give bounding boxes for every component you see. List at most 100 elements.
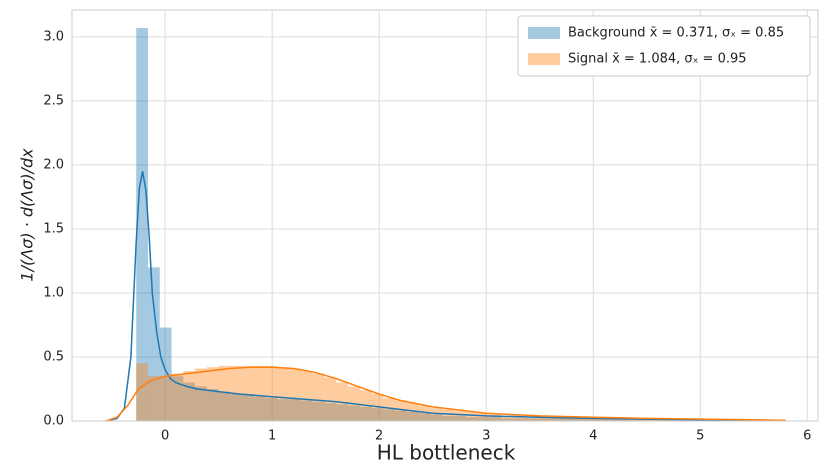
- y-axis-label: 1/(Λσ) · d(Λσ)/dx: [18, 148, 37, 282]
- histogram-bar: [206, 388, 219, 421]
- histogram-bar: [301, 400, 313, 421]
- histogram-bar: [407, 412, 419, 421]
- histogram-bar: [524, 418, 537, 421]
- histogram-bar: [253, 365, 266, 421]
- histogram-bar: [595, 418, 608, 421]
- histogram-bar: [312, 401, 325, 421]
- histogram-bar: [536, 417, 549, 421]
- histogram-bar: [289, 399, 302, 421]
- histogram-bar: [583, 417, 596, 421]
- histogram-bar: [277, 399, 290, 421]
- histogram-bar: [147, 376, 160, 421]
- histogram-bar: [595, 418, 608, 421]
- histogram-bar: [477, 413, 490, 421]
- x-tick-label: 2: [375, 429, 383, 444]
- histogram-bar: [383, 409, 396, 421]
- histogram-bar: [465, 417, 478, 421]
- histogram-bar: [183, 382, 196, 421]
- x-tick-label: 1: [268, 429, 276, 444]
- histogram-bar: [218, 391, 231, 421]
- x-tick-label: 6: [803, 429, 811, 444]
- kde-line: [106, 171, 786, 422]
- histogram-bar: [324, 377, 337, 421]
- histogram-bar: [442, 415, 455, 421]
- histogram-bar: [501, 415, 513, 421]
- histogram-bar: [289, 368, 302, 421]
- y-tick-label: 2.5: [43, 93, 64, 108]
- histogram-bar: [418, 413, 431, 421]
- histogram-bar: [618, 419, 631, 421]
- kde-line: [105, 366, 786, 422]
- histogram-bar: [548, 417, 561, 421]
- histogram-bar: [277, 367, 290, 421]
- histogram-bar: [630, 419, 643, 421]
- y-tick-label: 0.0: [43, 414, 64, 429]
- y-tick-label: 1.0: [43, 285, 64, 300]
- histogram-bar: [465, 412, 478, 421]
- y-tick-label: 2.0: [43, 157, 64, 172]
- histogram-bar: [301, 371, 313, 421]
- histogram-bar: [206, 367, 219, 421]
- histogram-bar: [430, 408, 443, 421]
- histogram-bar: [359, 406, 372, 421]
- plot-frame: [71, 9, 819, 422]
- histogram-bar: [265, 397, 278, 421]
- histogram-bar: [571, 418, 584, 421]
- histogram-bar: [147, 267, 160, 421]
- histogram-bar: [407, 403, 419, 421]
- histogram-bar: [136, 363, 148, 421]
- histogram-bar: [324, 403, 337, 421]
- histogram-bar: [242, 395, 254, 421]
- histogram-bar: [371, 408, 384, 421]
- histogram-bar: [218, 365, 231, 421]
- histogram-bar: [571, 417, 584, 421]
- legend-swatch: [528, 27, 560, 39]
- histogram-bar: [536, 418, 549, 421]
- y-tick-label: 1.5: [43, 221, 64, 236]
- histogram-bar: [159, 327, 172, 421]
- histogram-bar: [560, 418, 572, 421]
- legend-swatch: [528, 53, 560, 65]
- histogram-bar: [183, 371, 196, 421]
- histogram-bar: [489, 417, 502, 421]
- histogram-bar: [430, 414, 443, 421]
- histogram-bar: [477, 417, 490, 421]
- histogram-bar: [442, 409, 455, 421]
- histogram-bar: [195, 386, 207, 421]
- histogram-bar: [501, 418, 513, 421]
- histogram-bar: [371, 394, 384, 421]
- histogram-bar: [265, 365, 278, 421]
- x-axis-label: HL bottleneck: [377, 441, 516, 465]
- y-tick-label: 0.5: [43, 349, 64, 364]
- legend-label: Signal x̄ = 1.084, σₓ = 0.95: [568, 52, 747, 67]
- histogram-bar: [312, 373, 325, 421]
- histogram-bar: [524, 417, 537, 421]
- histogram-bar: [560, 417, 572, 421]
- histogram-bar: [454, 410, 466, 421]
- histogram-bar: [395, 400, 408, 421]
- histogram-bar: [383, 397, 396, 421]
- histogram-bar: [395, 410, 408, 421]
- histogram-bar: [666, 419, 678, 421]
- x-tick-label: 3: [482, 429, 490, 444]
- histogram-bar: [195, 368, 207, 421]
- histogram-bar: [171, 373, 184, 421]
- histogram-bar: [607, 418, 619, 421]
- y-tick-label: 3.0: [43, 29, 64, 44]
- histogram-bar: [607, 419, 619, 421]
- histogram-bar: [654, 419, 667, 421]
- histogram-bar: [171, 376, 184, 421]
- histogram-bar: [159, 376, 172, 421]
- histogram-bar: [630, 418, 643, 421]
- histogram-bar: [548, 418, 561, 421]
- x-tick-label: 5: [696, 429, 704, 444]
- histogram-bar: [512, 415, 525, 421]
- histogram-bar: [136, 27, 148, 422]
- legend-box: [517, 15, 811, 77]
- x-tick-label: 4: [589, 429, 597, 444]
- histogram-bar: [583, 418, 596, 421]
- histogram-bar: [489, 414, 502, 421]
- histogram-bar: [618, 418, 631, 421]
- histogram-bar: [253, 396, 266, 421]
- histogram-bar: [336, 404, 349, 421]
